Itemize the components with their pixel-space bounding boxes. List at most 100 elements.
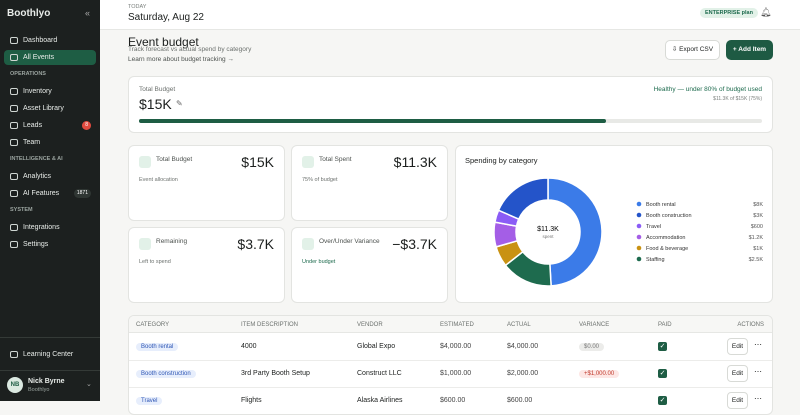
stat-label: Total Spent (319, 156, 352, 163)
subtitle: Track forecast vs actual spend by catego… (128, 46, 252, 53)
legend-swatch (636, 212, 642, 218)
column-header: ACTIONS (737, 322, 764, 328)
label: Add Item (738, 46, 767, 53)
nav-item[interactable]: All Events (4, 50, 96, 65)
icon (10, 54, 18, 61)
category-pill: Booth construction (136, 370, 196, 378)
label: Learning Center (23, 351, 74, 358)
group-title: OPERATIONS (10, 71, 46, 77)
icon (10, 224, 18, 231)
label: Export CSV (679, 46, 714, 53)
nav-item[interactable]: Analytics (4, 169, 96, 184)
donut-title: Spending by category (465, 156, 538, 165)
paid-checkbox[interactable]: ✓ (658, 369, 667, 378)
cell-description: 4000 (241, 343, 257, 350)
add-button[interactable]: + Add Item (726, 40, 773, 60)
column-header: CATEGORY (136, 322, 170, 328)
nav-item[interactable]: Integrations (4, 220, 96, 235)
icon (10, 241, 18, 248)
label: AI Features (23, 190, 60, 197)
nav-item[interactable]: Settings (4, 237, 96, 252)
today-label: TODAY (128, 4, 147, 10)
badge: 8 (82, 121, 91, 130)
edit-icon[interactable]: ✎ (176, 99, 183, 108)
legend-swatch (636, 223, 642, 229)
budget-status: Healthy — under 80% of budget used (653, 86, 762, 93)
legend-name: Booth construction (646, 213, 692, 219)
user-org: Boothlyo (28, 387, 50, 393)
stat-value: $15K (241, 154, 274, 170)
center-value: $11.3K (537, 226, 559, 233)
header (100, 0, 800, 30)
user-name: Nick Byrne (28, 378, 65, 385)
nav-item[interactable]: Dashboard (4, 33, 96, 48)
stat-note: 75% of budget (302, 177, 338, 183)
learning-center[interactable]: Learning Center (4, 347, 96, 362)
variance-pill: +$1,000.00 (579, 370, 620, 378)
nav-item[interactable]: Inventory (4, 84, 96, 99)
divider (0, 370, 100, 371)
category-pill: Travel (136, 397, 163, 405)
icon (10, 139, 18, 146)
legend-swatch (636, 201, 642, 207)
icon (10, 351, 18, 358)
legend-name: Travel (646, 224, 661, 230)
cell-category: Booth rental (136, 342, 179, 352)
column-header: VARIANCE (579, 322, 610, 328)
legend-value: $1K (753, 246, 763, 252)
legend-swatch (636, 256, 642, 262)
user-menu[interactable]: ⌄ (86, 381, 92, 388)
stat-icon (302, 156, 314, 168)
divider (0, 337, 100, 338)
nav-item[interactable]: Leads 8 (4, 118, 96, 133)
stat-icon (139, 238, 151, 250)
nav-item[interactable]: Asset Library (4, 101, 96, 116)
learn-link[interactable]: Learn more about budget tracking → (128, 56, 234, 63)
stat-card: Total Budget $15K Event allocation (128, 145, 285, 221)
nav-item[interactable]: Team (4, 135, 96, 150)
more-button[interactable]: ⋯ (754, 394, 762, 403)
edit-button[interactable]: Edit (727, 365, 748, 382)
stat-value: −$3.7K (392, 236, 437, 252)
date: Saturday, Aug 22 (128, 12, 204, 23)
nav-item[interactable]: AI Features 1871 (4, 186, 96, 201)
legend-name: Accommodation (646, 235, 685, 241)
cell-description: Flights (241, 397, 262, 404)
center-label: spent (542, 234, 554, 239)
icon (10, 190, 18, 197)
stat-label: Over/Under Variance (319, 238, 380, 245)
donut-segment (547, 177, 603, 287)
stat-card: Over/Under Variance −$3.7K Under budget (291, 227, 448, 303)
budget-detail: $11.3K of $15K (75%) (713, 96, 762, 102)
cell-category: Travel (136, 396, 163, 406)
column-header: VENDOR (357, 322, 383, 328)
edit-button[interactable]: Edit (727, 338, 748, 355)
more-button[interactable]: ⋯ (754, 340, 762, 349)
legend-name: Booth rental (646, 202, 676, 208)
bell-icon[interactable]: 🔔︎ (760, 7, 772, 17)
cell-variance: +$1,000.00 (579, 369, 620, 379)
more-button[interactable]: ⋯ (754, 367, 762, 376)
collapse-icon[interactable]: « (85, 8, 91, 18)
cell-vendor: Alaska Airlines (357, 397, 403, 404)
stat-icon (139, 156, 151, 168)
column-header: PAID (658, 322, 672, 328)
legend-name: Staffing (646, 257, 665, 263)
icon (10, 105, 18, 112)
label: Team (23, 139, 41, 146)
paid-checkbox[interactable]: ✓ (658, 342, 667, 351)
progress-track (139, 119, 762, 123)
column-header: ITEM DESCRIPTION (241, 322, 299, 328)
legend-value: $2.5K (749, 257, 764, 263)
label: All Events (23, 54, 55, 61)
column-header: ACTUAL (507, 322, 531, 328)
sidebar: Boothlyo « Learning Center NB Nick Byrne… (0, 0, 100, 401)
budget-card: Total Budget $15K ✎ Healthy — under 80% … (128, 76, 773, 133)
cell-variance: $0.00 (579, 342, 605, 352)
plan-badge: ENTERPRISE plan (700, 8, 758, 18)
export-button[interactable]: ⇩ Export CSV (665, 40, 720, 60)
legend-swatch (636, 245, 642, 251)
legend-name: Food & beverage (646, 246, 688, 252)
